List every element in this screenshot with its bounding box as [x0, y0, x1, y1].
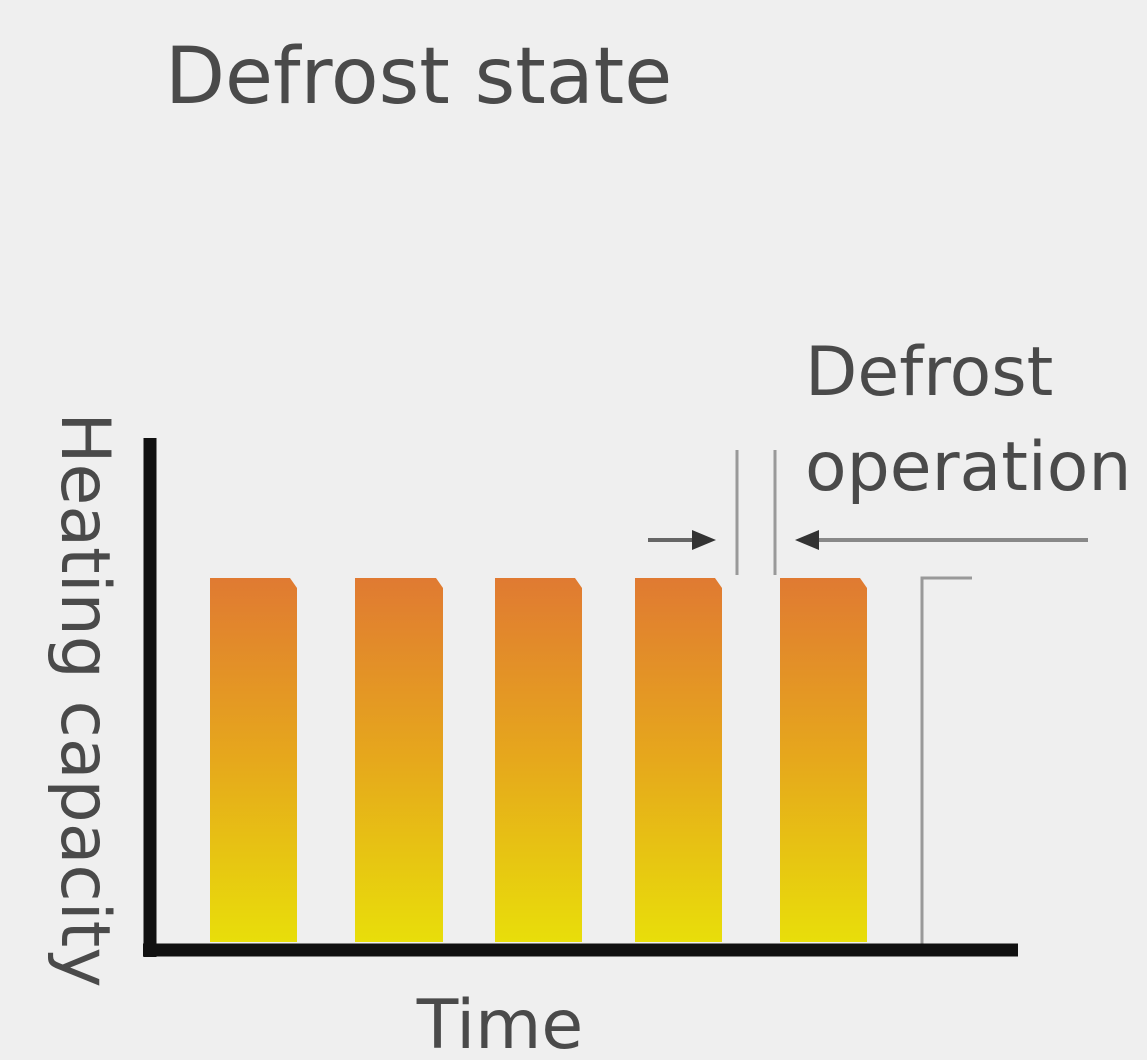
y-axis-label: Heating capacity	[45, 412, 124, 987]
bracket	[920, 576, 972, 944]
annotation-line: operation	[805, 428, 1132, 507]
annotation-line: Defrost	[805, 333, 1053, 412]
bar	[495, 578, 582, 942]
arrow-head	[795, 530, 819, 550]
x-axis-label: Time	[416, 986, 583, 1060]
arrow-head	[692, 530, 716, 550]
title: Defrost state	[165, 32, 672, 122]
bar	[780, 578, 867, 942]
bar	[355, 578, 443, 942]
bar	[210, 578, 297, 942]
bar	[635, 578, 722, 942]
bars	[210, 578, 867, 942]
